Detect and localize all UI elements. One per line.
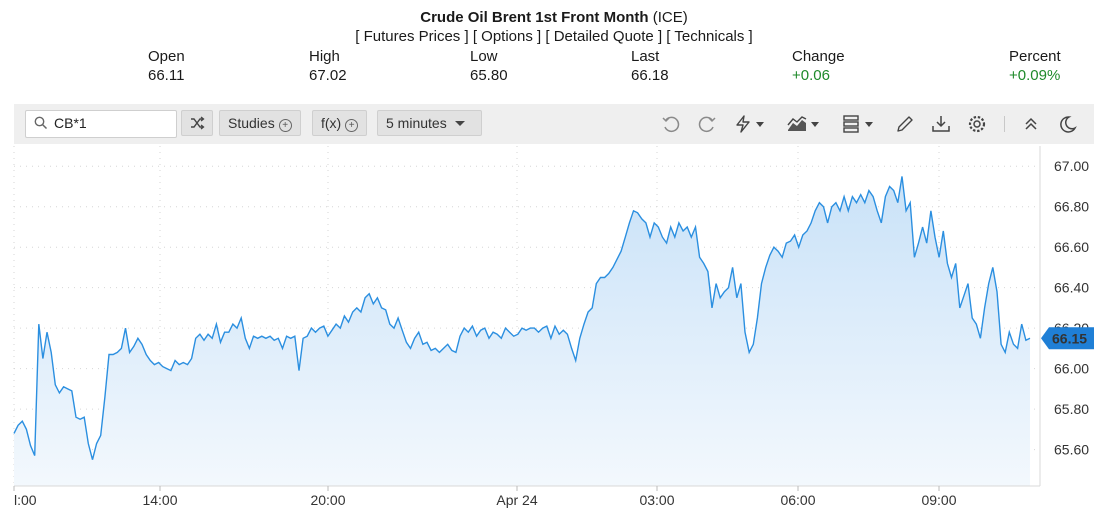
quote-value: 66.11 [148,67,185,84]
y-tick-label: 66.80 [1054,199,1089,215]
quote-label: Last [631,48,660,65]
price-chart[interactable]: 65.6065.8066.0066.2066.4066.6066.8067.00… [0,146,1108,511]
quote-value: 67.02 [309,67,347,84]
download-icon[interactable] [930,114,952,134]
pencil-icon[interactable] [894,114,916,134]
collapse-icon[interactable] [1020,114,1042,134]
quote-value: 65.80 [470,67,508,84]
quote-label: Open [148,48,185,65]
quote-last: Last 66.18 [631,47,669,85]
detailed-quote-link[interactable]: [ Detailed Quote ] [545,28,663,45]
chevron-down-icon[interactable] [865,122,873,127]
y-tick-label: 65.60 [1054,442,1089,458]
quote-value: +0.09% [1009,67,1061,84]
quote-value: 66.18 [631,67,669,84]
technicals-link[interactable]: [ Technicals ] [666,28,753,45]
shuffle-icon [191,116,205,130]
moon-icon[interactable] [1056,114,1078,134]
x-tick-label: 09:00 [921,492,956,508]
y-tick-label: 65.80 [1054,401,1089,417]
toolbar-divider [1004,116,1005,132]
add-circle-icon: + [345,119,359,132]
fx-button[interactable]: f(x) + [312,110,368,136]
x-tick-label: 06:00 [780,492,815,508]
chevron-down-icon[interactable] [811,122,819,127]
quote-label: Low [470,48,498,65]
last-price-label: 66.15 [1052,330,1087,346]
symbol-input[interactable] [54,114,169,132]
x-tick-label: Apr 24 [496,492,537,508]
x-tick-label: 20:00 [310,492,345,508]
quote-change: Change +0.06 [792,47,845,85]
x-tick-label: 03:00 [639,492,674,508]
quote-links: [ Futures Prices ] [ Options ] [ Detaile… [0,27,1108,46]
exchange-name: (ICE) [652,9,688,26]
chart-type-icon[interactable] [786,114,808,134]
quote-label: High [309,48,340,65]
quote-open: Open 66.11 [148,47,185,85]
x-tick-label: 14:00 [142,492,177,508]
price-line [13,176,1031,460]
add-circle-icon: + [278,119,292,132]
x-tick-label: l:00 [14,492,37,508]
y-tick-label: 66.00 [1054,361,1089,377]
studies-button[interactable]: Studies + [219,110,301,136]
lightning-icon[interactable] [732,114,754,134]
x-axis: l:00 14:00 20:00 Apr 24 03:00 06:00 09:00 [13,486,957,508]
y-tick-label: 66.40 [1054,280,1089,296]
undo-icon[interactable] [660,114,682,134]
quote-label: Change [792,48,845,65]
quote-summary: Open 66.11 High 67.02 Low 65.80 Last 66.… [0,47,1108,87]
chart-toolbar: Studies+ f(x)+ 5 minutes [14,104,1094,144]
chevron-down-icon[interactable] [756,122,764,127]
quote-label: Percent [1009,48,1061,65]
last-price-tag: 66.15 [1041,327,1094,350]
studies-label: Studies [228,115,275,131]
interval-label: 5 minutes [386,115,447,131]
chart-header: Crude Oil Brent 1st Front Month (ICE) [ … [0,8,1108,46]
futures-prices-link[interactable]: [ Futures Prices ] [355,28,469,45]
y-tick-label: 66.60 [1054,239,1089,255]
options-link[interactable]: [ Options ] [472,28,542,45]
compare-button[interactable] [181,110,213,136]
y-tick-label: 67.00 [1054,158,1089,174]
interval-select[interactable]: 5 minutes [377,110,482,136]
quote-percent: Percent +0.09% [1009,47,1061,85]
fx-label: f(x) [321,115,342,131]
symbol-search[interactable] [25,110,177,138]
quote-high: High 67.02 [309,47,347,85]
chart-title: Crude Oil Brent 1st Front Month (ICE) [0,8,1108,27]
price-area-fill [14,176,1030,486]
gear-icon[interactable] [966,114,988,134]
chevron-down-icon [454,121,465,126]
last-price-tag-bg [1041,327,1094,350]
instrument-name: Crude Oil Brent 1st Front Month [420,9,649,26]
search-icon [34,116,48,130]
quote-low: Low 65.80 [470,47,508,85]
redo-icon[interactable] [696,114,718,134]
layout-icon[interactable] [840,114,862,134]
quote-value: +0.06 [792,67,830,84]
